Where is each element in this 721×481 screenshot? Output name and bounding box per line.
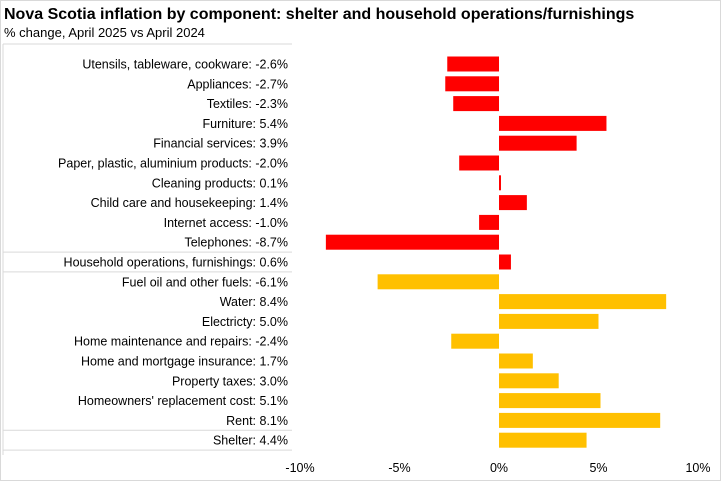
bar xyxy=(447,56,499,72)
category-label: Utensils, tableware, cookware: -2.6% xyxy=(82,58,288,72)
category-label: Home and mortgage insurance: 1.7% xyxy=(81,355,288,369)
bar xyxy=(499,313,599,329)
bar xyxy=(499,175,501,191)
bar xyxy=(459,155,499,171)
x-tick-label: -5% xyxy=(388,461,410,475)
category-label: Internet access: -1.0% xyxy=(164,216,288,230)
category-label: Rent: 8.1% xyxy=(226,414,288,428)
category-label: Homeowners' replacement cost: 5.1% xyxy=(78,394,288,408)
bar xyxy=(499,254,511,270)
category-label: Cleaning products: 0.1% xyxy=(152,176,288,190)
bar xyxy=(499,135,577,151)
category-label: Home maintenance and repairs: -2.4% xyxy=(74,335,288,349)
category-label: Furniture: 5.4% xyxy=(203,117,288,131)
x-tick-label: -10% xyxy=(285,461,314,475)
bar xyxy=(445,76,499,92)
category-label: Property taxes: 3.0% xyxy=(172,374,288,388)
bar xyxy=(451,333,499,349)
bar xyxy=(499,353,533,369)
bar xyxy=(499,393,601,409)
bar xyxy=(499,412,661,428)
bar xyxy=(499,195,527,211)
bar xyxy=(499,373,559,389)
bar xyxy=(499,432,587,448)
category-label: Fuel oil and other fuels: -6.1% xyxy=(122,275,288,289)
category-label: Water: 8.4% xyxy=(220,295,288,309)
bar xyxy=(377,274,499,290)
chart-subtitle: % change, April 2025 vs April 2024 xyxy=(4,25,205,40)
bar xyxy=(499,294,667,310)
x-tick-label: 0% xyxy=(490,461,508,475)
category-label: Telephones: -8.7% xyxy=(184,236,288,250)
category-label: Paper, plastic, aluminium products: -2.0… xyxy=(58,157,288,171)
x-tick-label: 5% xyxy=(589,461,607,475)
bar xyxy=(453,96,499,112)
category-label: Electricty: 5.0% xyxy=(202,315,288,329)
category-label: Child care and housekeeping: 1.4% xyxy=(91,196,288,210)
category-label: Shelter: 4.4% xyxy=(213,434,288,448)
bar xyxy=(499,115,607,131)
bar xyxy=(325,234,499,250)
category-label: Household operations, furnishings: 0.6% xyxy=(64,256,288,270)
category-label: Appliances: -2.7% xyxy=(187,77,288,91)
category-label: Financial services: 3.9% xyxy=(153,137,288,151)
category-label: Textiles: -2.3% xyxy=(207,97,288,111)
bar xyxy=(479,214,499,230)
chart-title: Nova Scotia inflation by component: shel… xyxy=(4,6,635,23)
x-tick-label: 10% xyxy=(685,461,710,475)
